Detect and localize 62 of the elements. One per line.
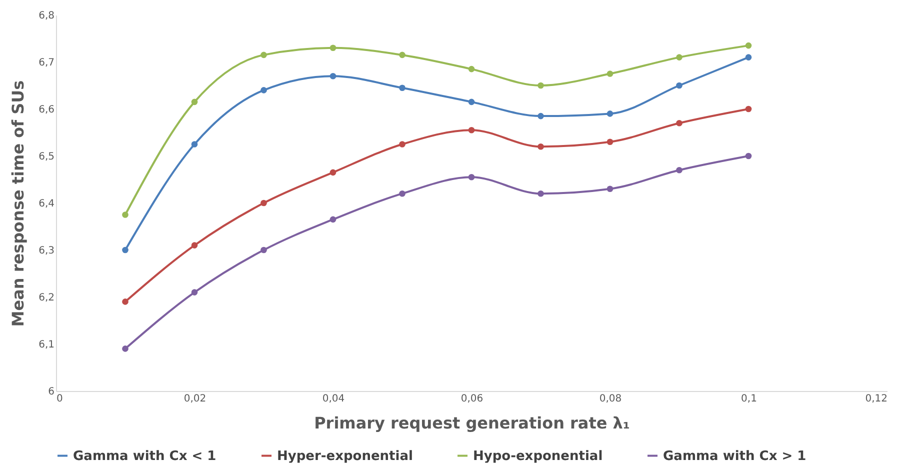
x-tick-label: 0,08 xyxy=(599,394,622,404)
legend-label: Gamma with Cx < 1 xyxy=(73,448,216,464)
y-axis-title: Mean response time of SUs xyxy=(8,80,28,327)
point xyxy=(330,216,336,223)
point xyxy=(191,242,198,248)
y-tick-label: 6,6 xyxy=(38,104,54,116)
y-tick-label: 6,4 xyxy=(38,198,54,210)
point xyxy=(399,190,406,197)
point xyxy=(191,289,198,296)
point xyxy=(606,138,614,146)
point xyxy=(745,152,752,160)
point xyxy=(468,98,475,106)
y-tick-label: 6,3 xyxy=(38,246,54,256)
point xyxy=(676,82,682,89)
point xyxy=(606,70,614,77)
y-tick-label: 6,7 xyxy=(38,58,54,68)
x-tick-label: 0,12 xyxy=(865,394,888,404)
point xyxy=(191,141,198,148)
point xyxy=(399,84,406,92)
x-tick-label: 0,02 xyxy=(184,394,206,404)
y-tick-label: 6,5 xyxy=(38,152,54,162)
point xyxy=(745,54,752,60)
point xyxy=(399,52,406,58)
legend-label: Gamma with Cx > 1 xyxy=(663,448,806,464)
x-tick-label: 0,06 xyxy=(460,394,484,404)
point xyxy=(260,246,267,254)
point xyxy=(330,169,336,176)
point xyxy=(122,298,128,305)
x-axis-title: Primary request generation rate λ₁ xyxy=(314,414,630,432)
point xyxy=(745,42,752,49)
point xyxy=(676,54,682,60)
point xyxy=(745,106,752,112)
point xyxy=(260,52,267,58)
y-tick-label: 6,8 xyxy=(38,10,54,22)
point xyxy=(399,141,406,148)
point xyxy=(122,246,128,254)
point xyxy=(538,112,544,120)
point xyxy=(676,166,682,174)
y-tick-label: 6,2 xyxy=(38,292,54,304)
legend-label: Hyper-exponential xyxy=(277,448,413,464)
point xyxy=(538,143,544,150)
point xyxy=(538,190,544,197)
point xyxy=(330,72,336,80)
y-tick-label: 6 xyxy=(48,386,54,398)
point xyxy=(606,186,614,192)
point xyxy=(468,66,475,72)
point xyxy=(538,82,544,89)
point xyxy=(676,120,682,126)
point xyxy=(191,98,198,106)
y-tick-label: 6,1 xyxy=(38,340,54,350)
point xyxy=(260,87,267,94)
point xyxy=(468,174,475,180)
point xyxy=(260,200,267,206)
point xyxy=(122,212,128,218)
point xyxy=(122,346,128,352)
legend-label: Hypo-exponential xyxy=(473,448,603,464)
point xyxy=(606,110,614,117)
x-tick-label: 0,04 xyxy=(322,394,345,404)
x-tick-label: 0 xyxy=(56,394,63,404)
x-tick-label: 0,1 xyxy=(741,394,757,404)
point xyxy=(468,126,475,134)
point xyxy=(330,44,336,52)
